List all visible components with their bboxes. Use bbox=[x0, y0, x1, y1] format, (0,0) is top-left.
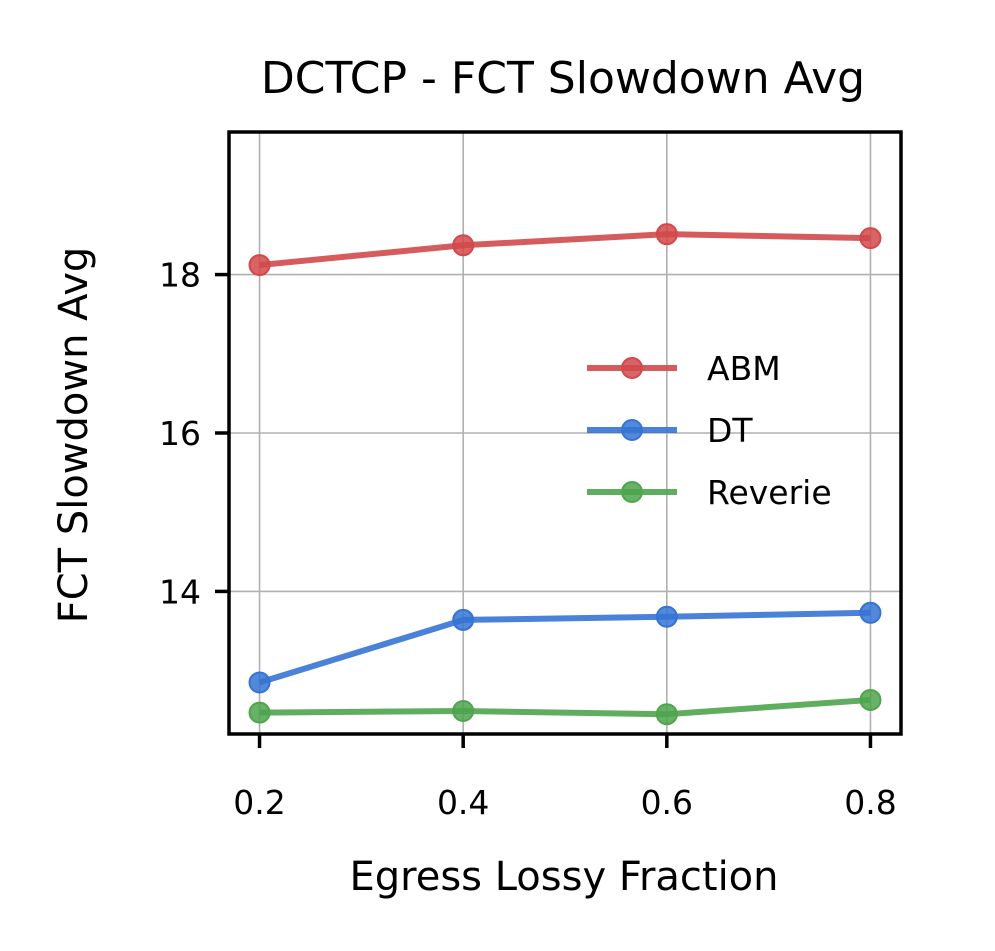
data-point-dt bbox=[248, 671, 271, 694]
legend-entry-dt: DT bbox=[587, 411, 753, 450]
series-line-reverie bbox=[259, 696, 871, 718]
series-abm bbox=[248, 223, 882, 277]
legend-label: ABM bbox=[707, 349, 781, 388]
y-tick-label: 14 bbox=[159, 572, 201, 611]
x-tick-label: 0.6 bbox=[641, 783, 693, 822]
x-tick-label: 0.2 bbox=[233, 783, 285, 822]
legend-label: Reverie bbox=[707, 473, 832, 512]
y-tick-label: 16 bbox=[159, 414, 201, 453]
data-point-reverie bbox=[248, 701, 271, 724]
data-point-dt bbox=[655, 605, 678, 628]
plot-frame bbox=[227, 130, 903, 736]
legend-entry-abm: ABM bbox=[587, 349, 781, 388]
data-point-abm bbox=[655, 223, 678, 246]
grid-lines bbox=[229, 132, 901, 734]
x-axis-label: Egress Lossy Fraction bbox=[349, 854, 778, 900]
data-point-reverie bbox=[452, 700, 475, 723]
series-line-dt bbox=[258, 609, 871, 686]
y-axis-label: FCT Slowdown Avg bbox=[51, 247, 97, 624]
data-point-abm bbox=[248, 254, 271, 277]
legend-marker bbox=[621, 419, 643, 441]
series-layer bbox=[248, 223, 882, 726]
series-reverie bbox=[248, 688, 882, 726]
y-tick-label: 18 bbox=[159, 256, 201, 295]
x-tick-label: 0.8 bbox=[844, 783, 896, 822]
legend-marker bbox=[621, 357, 643, 379]
data-point-dt bbox=[452, 608, 475, 631]
legend-entry-reverie: Reverie bbox=[587, 473, 832, 512]
series-dt bbox=[248, 601, 882, 694]
data-point-reverie bbox=[859, 688, 882, 711]
legend-label: DT bbox=[707, 411, 753, 450]
legend: ABM DT Reverie bbox=[587, 349, 832, 512]
data-point-abm bbox=[452, 234, 475, 257]
data-point-abm bbox=[859, 227, 882, 250]
data-point-dt bbox=[859, 601, 882, 624]
x-tick-label: 0.4 bbox=[437, 783, 489, 822]
axis-ticks: 0.2 0.4 0.6 0.8 14 16 18 bbox=[159, 256, 897, 822]
chart-title: DCTCP - FCT Slowdown Avg bbox=[261, 53, 865, 104]
legend-marker bbox=[621, 481, 643, 503]
data-point-reverie bbox=[655, 703, 678, 726]
series-line-abm bbox=[259, 231, 871, 269]
